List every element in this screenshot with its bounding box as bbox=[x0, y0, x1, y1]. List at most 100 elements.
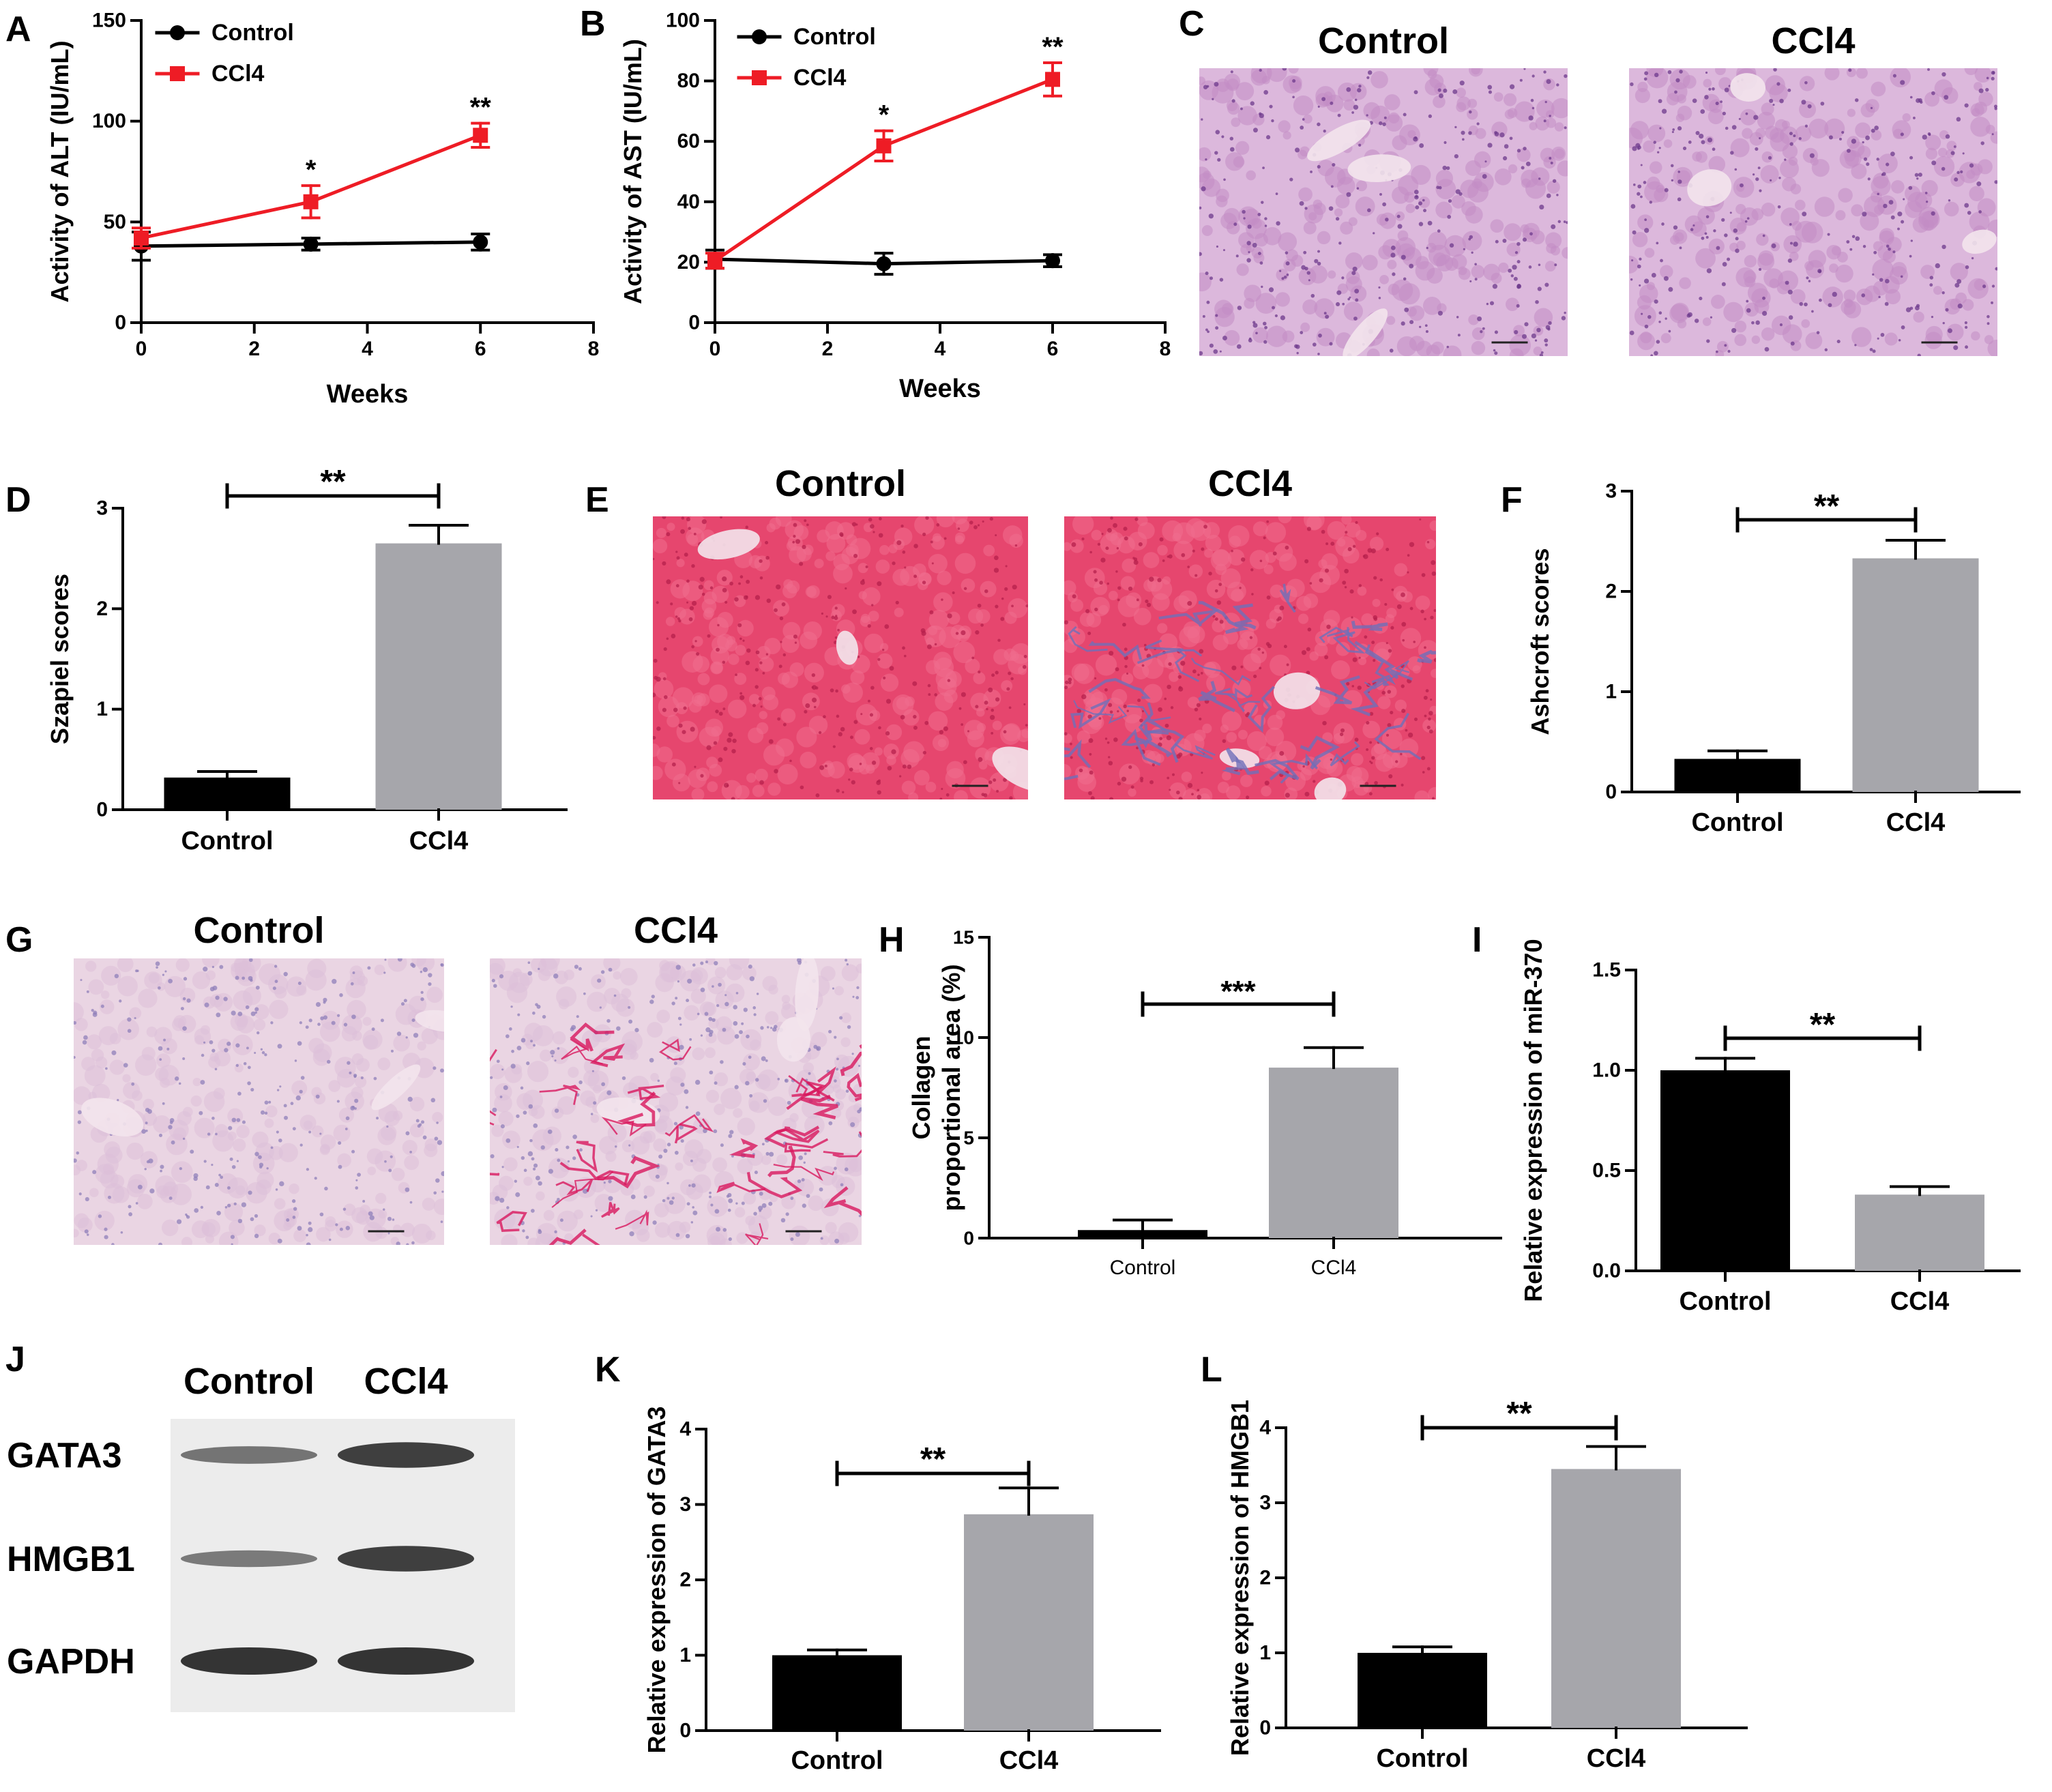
cell bbox=[254, 1224, 266, 1237]
nucleus bbox=[593, 1101, 597, 1105]
nucleus bbox=[1945, 134, 1950, 139]
cell bbox=[1437, 303, 1447, 313]
nucleus bbox=[86, 1233, 89, 1236]
fiber bbox=[539, 1084, 581, 1105]
nucleus bbox=[1255, 332, 1258, 335]
nucleus bbox=[145, 1129, 148, 1132]
nucleus bbox=[1106, 741, 1110, 744]
nucleus bbox=[1457, 334, 1461, 337]
nucleus bbox=[1534, 339, 1538, 342]
cell bbox=[112, 1186, 130, 1203]
nucleus bbox=[220, 1175, 224, 1179]
x-axis-title: Weeks bbox=[327, 380, 409, 409]
cell bbox=[1855, 122, 1871, 138]
nucleus bbox=[306, 1242, 311, 1245]
cell bbox=[563, 969, 574, 980]
nucleus bbox=[1449, 243, 1454, 248]
nucleus bbox=[838, 732, 842, 737]
cell bbox=[1117, 595, 1140, 617]
nucleus bbox=[1640, 195, 1643, 199]
nucleus bbox=[145, 1121, 148, 1125]
nucleus bbox=[1197, 789, 1200, 792]
nucleus bbox=[896, 540, 902, 546]
nucleus bbox=[1897, 211, 1903, 217]
nucleus bbox=[1279, 269, 1282, 272]
cell bbox=[808, 1195, 824, 1211]
nucleus bbox=[1240, 107, 1243, 111]
cell bbox=[705, 1089, 720, 1103]
nucleus bbox=[354, 1107, 357, 1110]
nucleus bbox=[1706, 268, 1712, 274]
cell bbox=[1224, 329, 1240, 346]
nucleus bbox=[1346, 192, 1351, 197]
nucleus bbox=[557, 1197, 560, 1201]
fiber bbox=[1332, 627, 1366, 654]
nucleus bbox=[1401, 621, 1407, 627]
nucleus bbox=[1108, 756, 1111, 759]
nucleus bbox=[852, 995, 855, 998]
nucleus bbox=[527, 1151, 533, 1157]
cell bbox=[1143, 552, 1160, 568]
nucleus bbox=[780, 641, 782, 643]
cell bbox=[1407, 130, 1416, 138]
nucleus bbox=[1279, 605, 1285, 611]
nucleus bbox=[1003, 730, 1007, 734]
nucleus bbox=[1264, 224, 1267, 227]
nucleus bbox=[1836, 340, 1841, 344]
nucleus bbox=[1446, 166, 1450, 171]
nucleus bbox=[716, 1004, 720, 1008]
nucleus bbox=[759, 559, 763, 563]
fiber bbox=[1364, 660, 1410, 690]
nucleus bbox=[260, 1110, 265, 1115]
nucleus bbox=[692, 600, 697, 606]
nucleus bbox=[1535, 299, 1539, 304]
nucleus bbox=[1385, 218, 1389, 222]
nucleus bbox=[671, 634, 676, 638]
cell bbox=[746, 773, 757, 783]
cell bbox=[337, 1153, 351, 1168]
nucleus bbox=[1336, 290, 1342, 295]
nucleus bbox=[1688, 141, 1692, 144]
nucleus bbox=[1094, 607, 1098, 612]
nucleus bbox=[538, 967, 540, 971]
cell bbox=[161, 1038, 177, 1055]
nucleus bbox=[1117, 782, 1122, 786]
cell bbox=[727, 636, 736, 645]
nucleus bbox=[663, 647, 667, 651]
nucleus bbox=[492, 1107, 497, 1113]
nucleus bbox=[735, 992, 739, 995]
nucleus bbox=[1403, 113, 1407, 117]
blot-band-hmgb1 bbox=[181, 1550, 317, 1568]
nucleus bbox=[1722, 261, 1727, 267]
nucleus bbox=[671, 762, 676, 767]
nucleus bbox=[380, 1018, 384, 1023]
cell bbox=[1387, 259, 1397, 269]
nucleus bbox=[128, 1212, 133, 1216]
nucleus bbox=[1660, 259, 1663, 263]
nucleus bbox=[1197, 673, 1200, 677]
nucleus bbox=[1025, 724, 1028, 727]
panel-letter-b: B bbox=[580, 4, 606, 44]
nucleus bbox=[1910, 239, 1913, 242]
series-ccl4: ***CCl4 bbox=[705, 32, 1064, 270]
nucleus bbox=[1985, 87, 1989, 92]
nucleus bbox=[1239, 587, 1242, 589]
nucleus bbox=[823, 715, 826, 719]
cell bbox=[908, 792, 919, 799]
cell bbox=[1967, 278, 1989, 299]
nucleus bbox=[342, 1207, 347, 1211]
nucleus bbox=[1344, 568, 1349, 574]
nucleus bbox=[1400, 752, 1403, 756]
cell bbox=[264, 1118, 274, 1128]
nucleus bbox=[237, 1091, 241, 1096]
nucleus bbox=[1504, 144, 1509, 149]
cell bbox=[1317, 231, 1331, 245]
nucleus bbox=[1283, 275, 1287, 279]
nucleus bbox=[336, 1014, 340, 1017]
cell bbox=[395, 1003, 417, 1025]
nucleus bbox=[1401, 321, 1405, 326]
nucleus bbox=[858, 1065, 861, 1068]
nucleus bbox=[1692, 98, 1697, 103]
nucleus bbox=[351, 1014, 356, 1019]
nucleus bbox=[1285, 261, 1290, 266]
